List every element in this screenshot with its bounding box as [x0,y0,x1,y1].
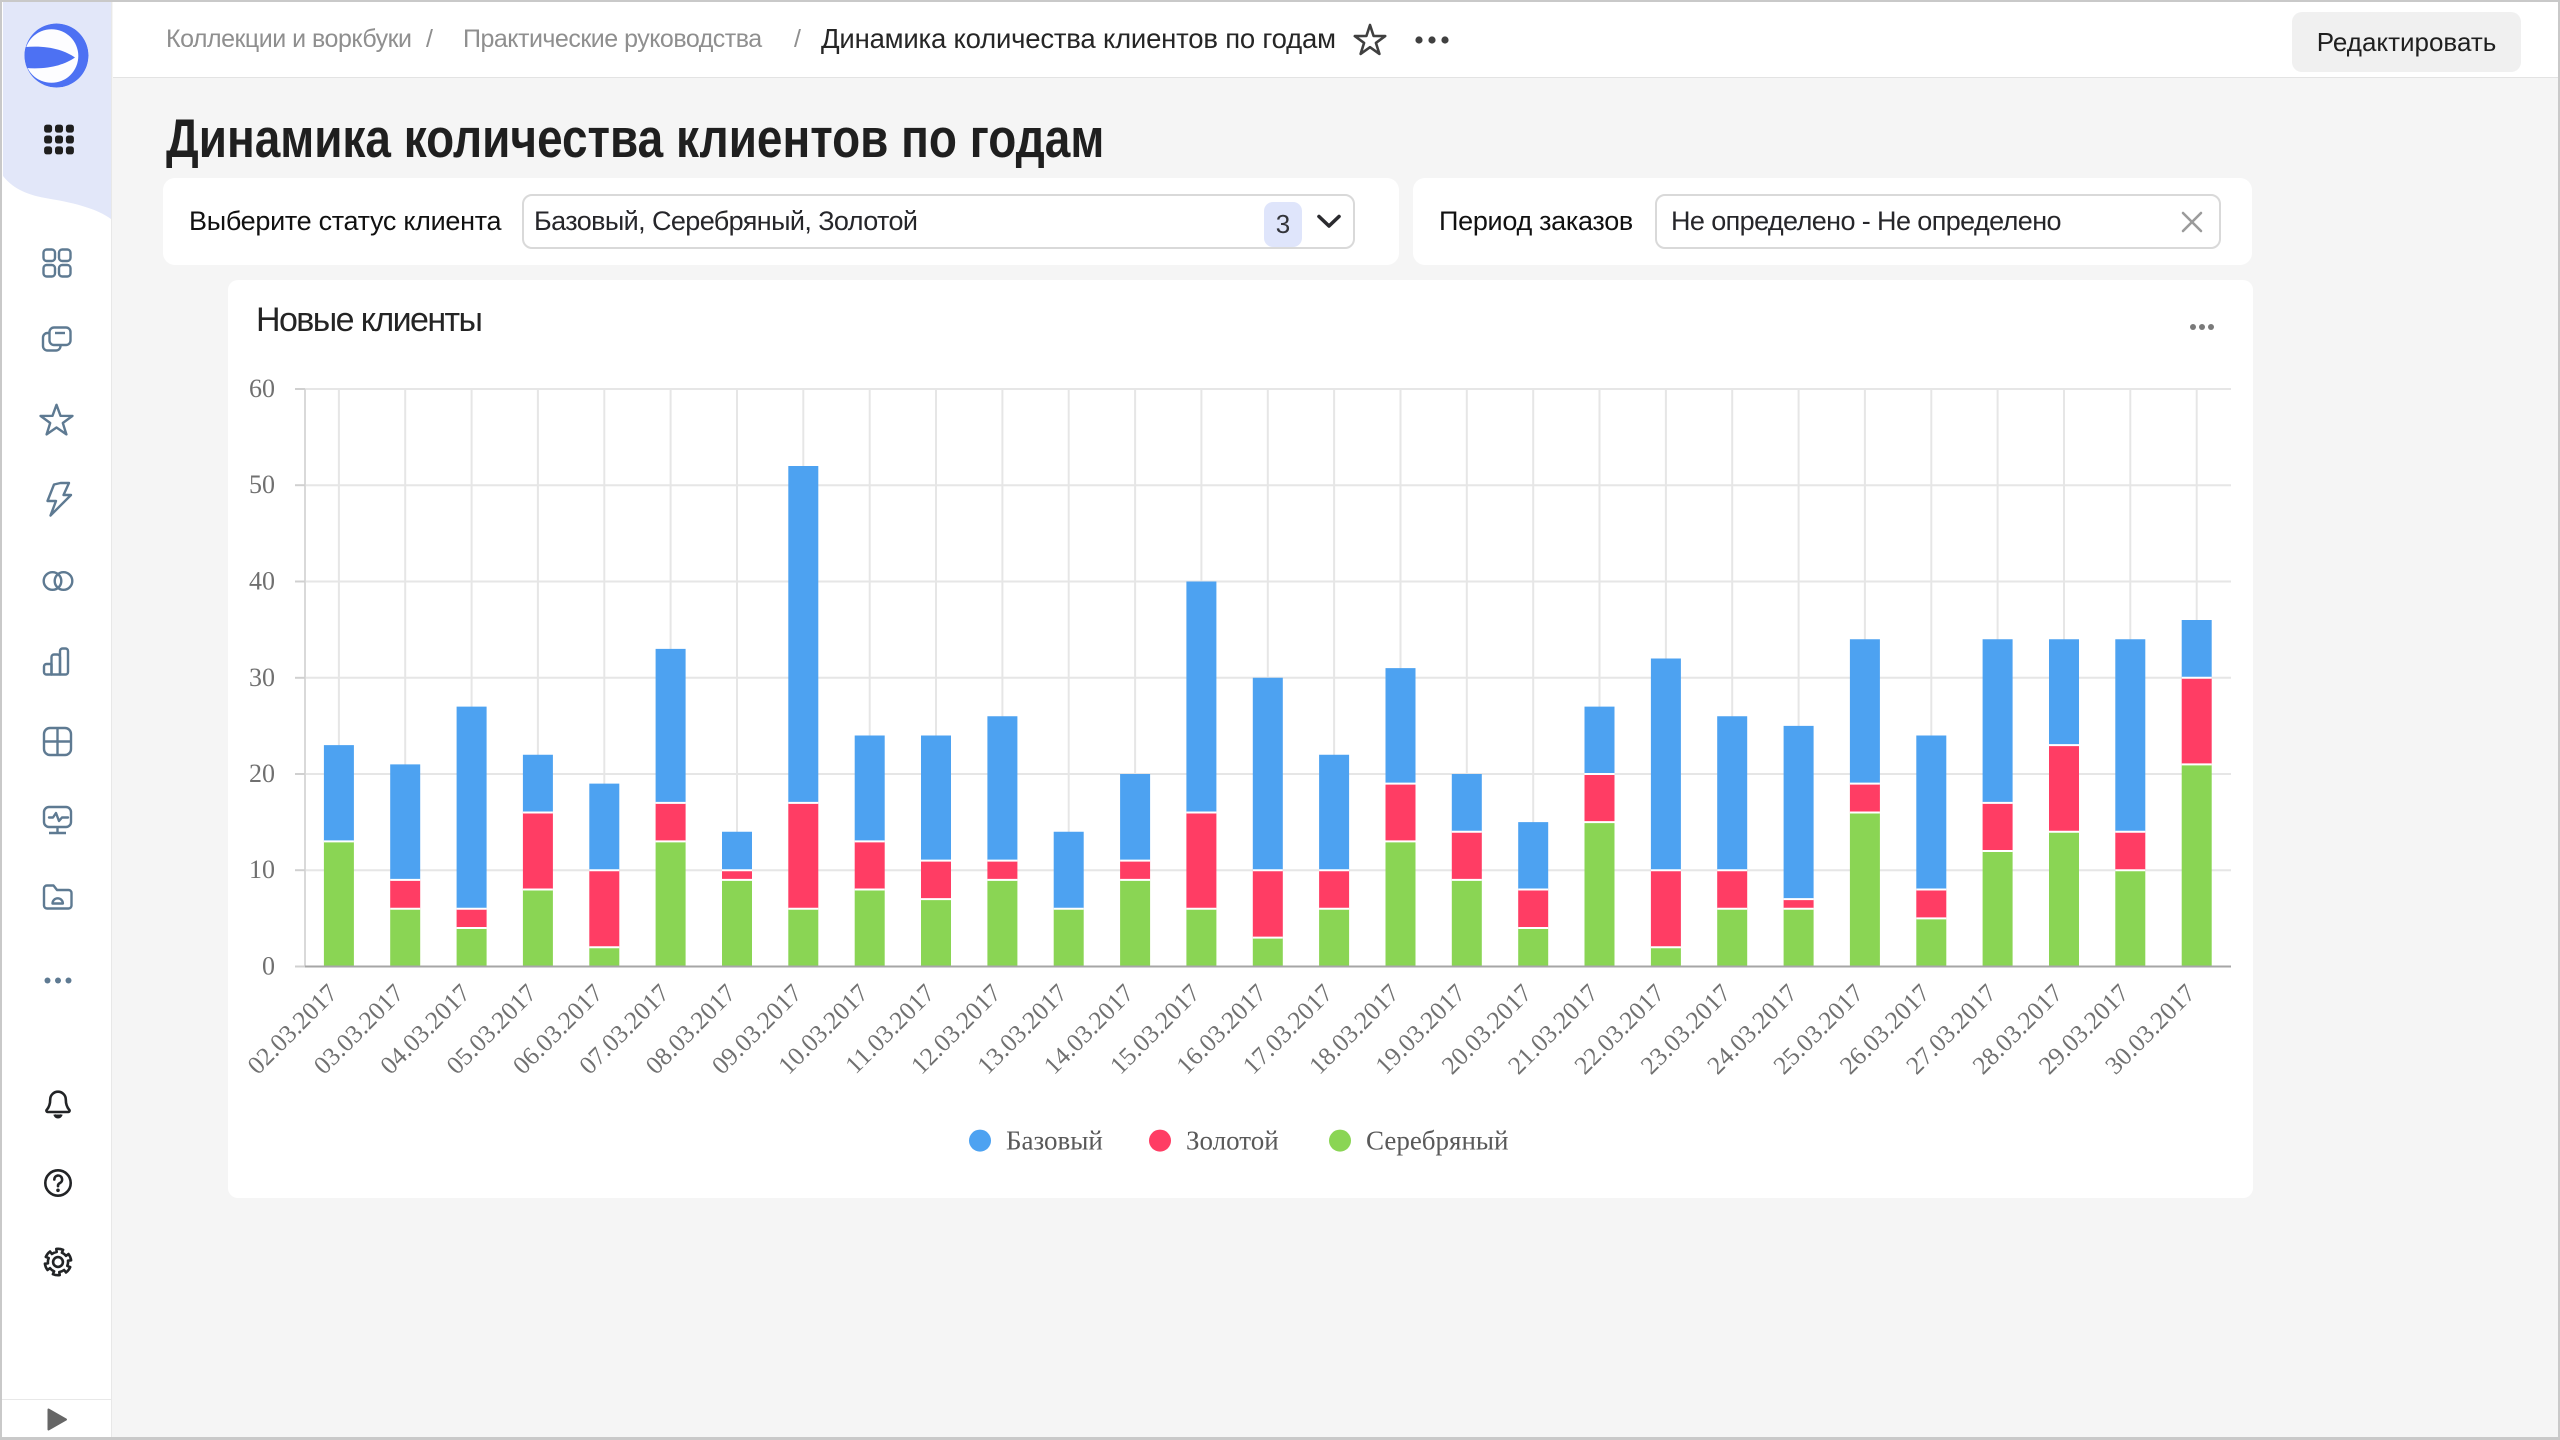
svg-text:20: 20 [249,759,275,788]
svg-text:0: 0 [262,952,275,981]
svg-text:Золотой: Золотой [1186,1126,1279,1156]
svg-text:30: 30 [249,663,275,692]
svg-text:50: 50 [249,470,275,499]
svg-text:10: 10 [249,855,275,884]
svg-text:Базовый: Базовый [1006,1126,1103,1156]
svg-text:60: 60 [249,374,275,403]
svg-text:40: 40 [249,567,275,596]
svg-text:Серебряный: Серебряный [1366,1126,1509,1156]
